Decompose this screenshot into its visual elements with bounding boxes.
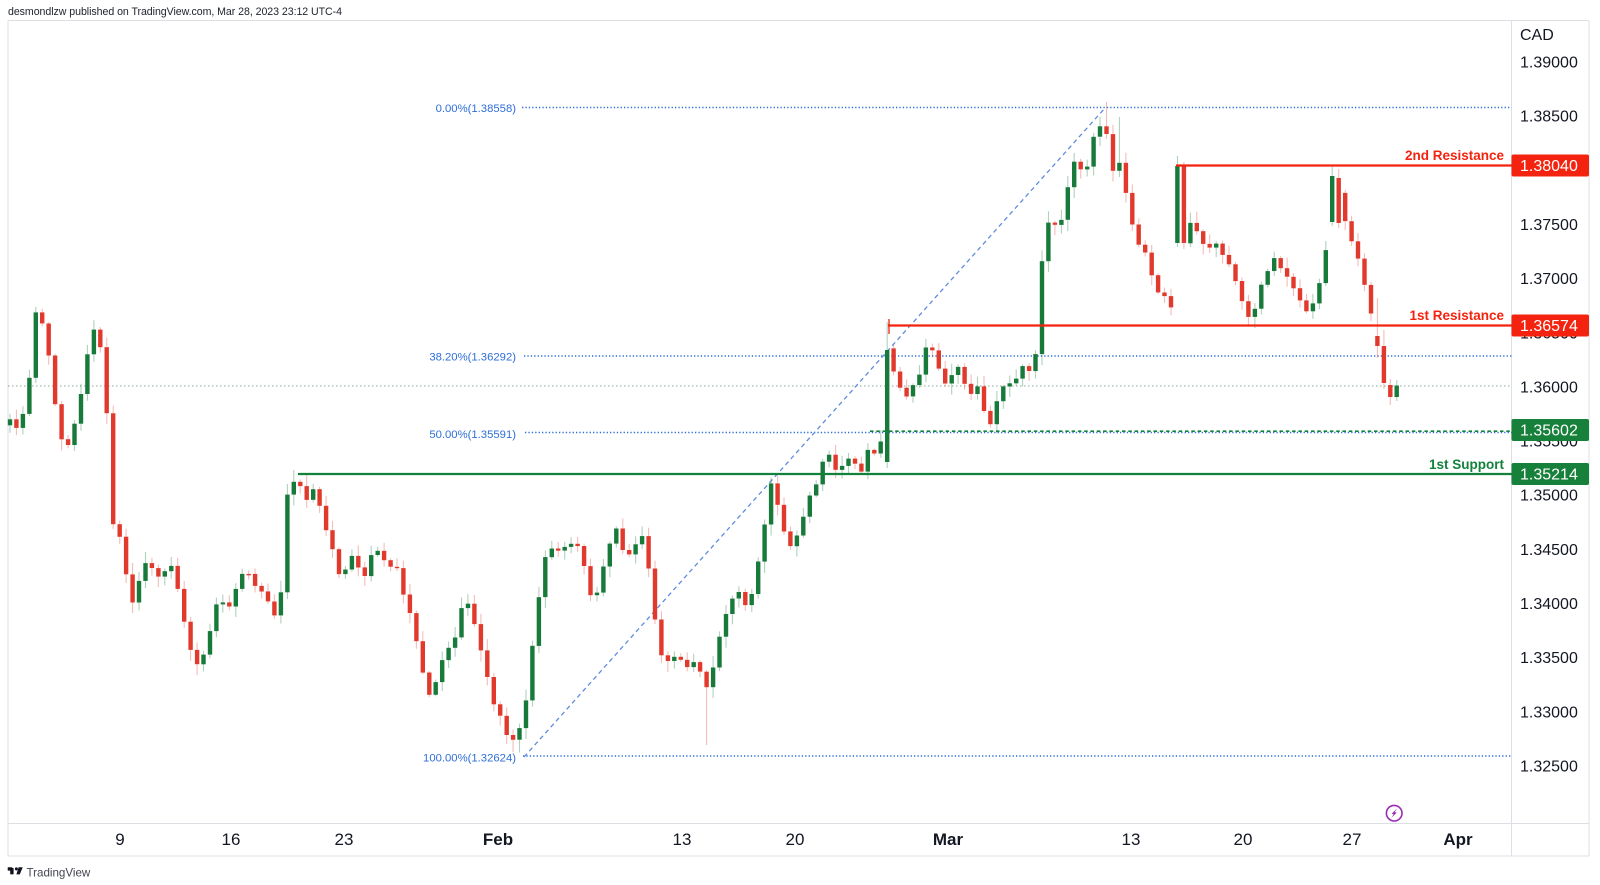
- svg-text:23: 23: [335, 830, 354, 849]
- svg-text:16: 16: [222, 830, 241, 849]
- svg-text:1.33000: 1.33000: [1520, 704, 1578, 721]
- svg-text:20: 20: [1234, 830, 1253, 849]
- svg-text:1.36000: 1.36000: [1520, 379, 1578, 396]
- svg-text:1.39000: 1.39000: [1520, 55, 1578, 72]
- svg-text:Mar: Mar: [933, 830, 964, 849]
- svg-text:1.34500: 1.34500: [1520, 542, 1578, 559]
- svg-text:0.00%(1.38558): 0.00%(1.38558): [436, 103, 517, 115]
- svg-text:1.34000: 1.34000: [1520, 596, 1578, 613]
- svg-text:Apr: Apr: [1443, 830, 1473, 849]
- svg-text:1.35602: 1.35602: [1520, 423, 1578, 440]
- svg-text:2nd Resistance: 2nd Resistance: [1405, 148, 1505, 163]
- svg-text:Feb: Feb: [483, 830, 513, 849]
- svg-text:1.38500: 1.38500: [1520, 109, 1578, 126]
- svg-text:13: 13: [1122, 830, 1141, 849]
- svg-text:1.37500: 1.37500: [1520, 217, 1578, 234]
- svg-text:TradingView: TradingView: [27, 866, 91, 879]
- svg-text:1.32500: 1.32500: [1520, 758, 1578, 775]
- svg-text:38.20%(1.36292): 38.20%(1.36292): [429, 352, 516, 364]
- svg-text:1.37000: 1.37000: [1520, 271, 1578, 288]
- svg-text:20: 20: [786, 830, 805, 849]
- svg-text:1.36574: 1.36574: [1520, 318, 1578, 335]
- svg-text:1st Resistance: 1st Resistance: [1409, 308, 1504, 323]
- svg-text:50.00%(1.35591): 50.00%(1.35591): [429, 429, 516, 441]
- svg-text:CAD: CAD: [1520, 27, 1554, 44]
- svg-text:27: 27: [1343, 830, 1362, 849]
- svg-text:1.33500: 1.33500: [1520, 650, 1578, 667]
- svg-text:13: 13: [673, 830, 692, 849]
- svg-text:100.00%(1.32624): 100.00%(1.32624): [423, 753, 516, 765]
- svg-text:1st Support: 1st Support: [1429, 457, 1505, 472]
- svg-text:9: 9: [115, 830, 124, 849]
- svg-text:1.35000: 1.35000: [1520, 488, 1578, 505]
- svg-text:1.35214: 1.35214: [1520, 467, 1578, 484]
- svg-text:1.38040: 1.38040: [1520, 158, 1578, 175]
